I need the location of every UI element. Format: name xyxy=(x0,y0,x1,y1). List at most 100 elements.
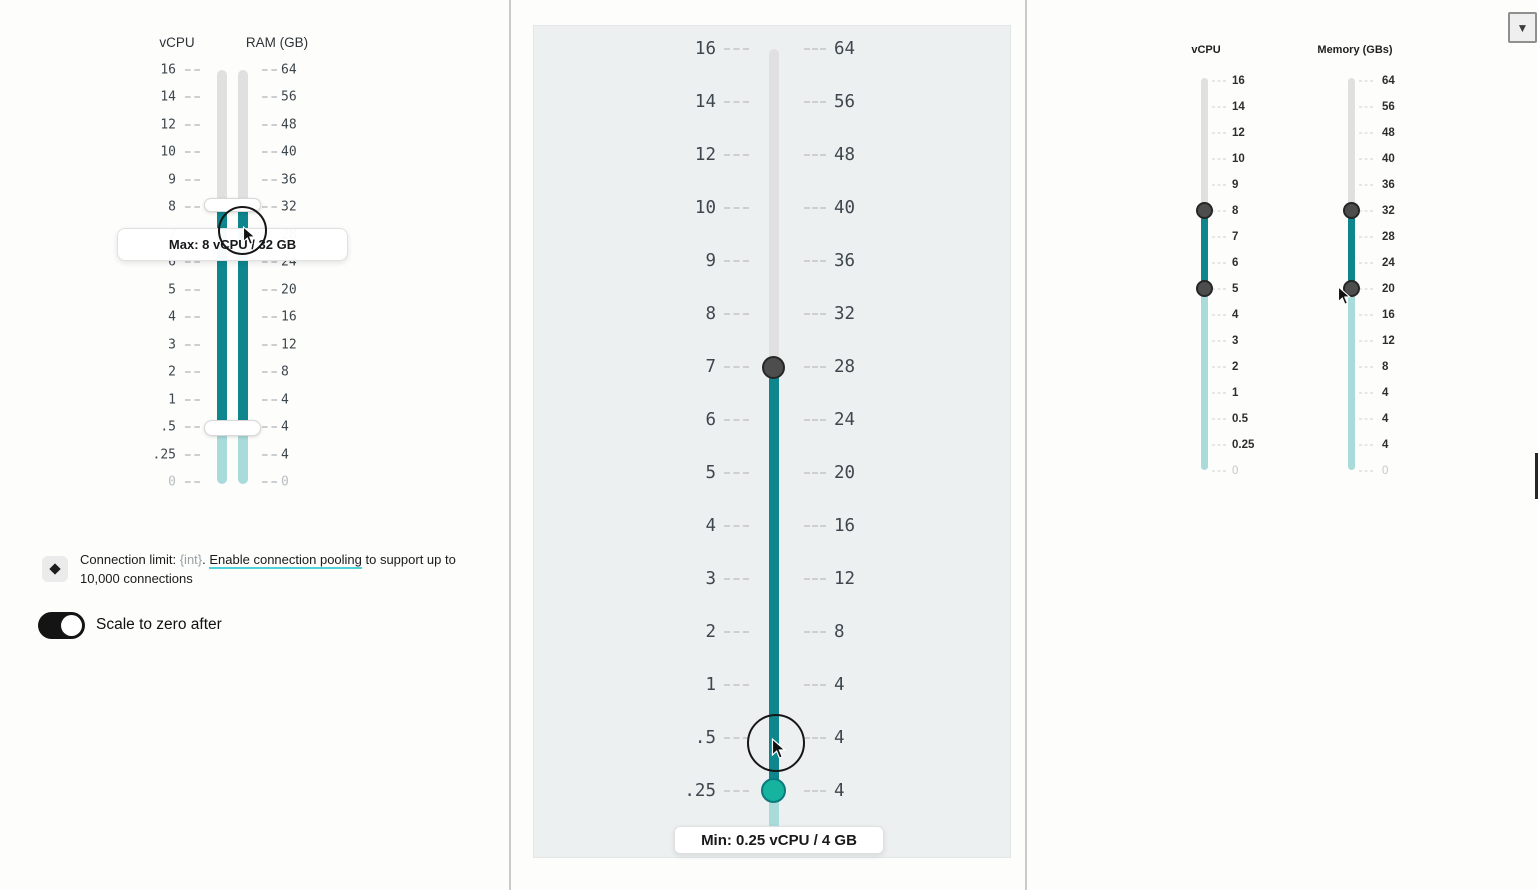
tick-dash xyxy=(1212,288,1226,290)
tick-dash xyxy=(185,151,200,154)
slider-track-lower[interactable] xyxy=(769,791,779,833)
tick-row: 4 16 xyxy=(0,304,510,332)
ram-tick-label: 64 xyxy=(834,38,856,59)
vcpu-tick-label: 12 xyxy=(694,144,716,165)
max-compute-handle[interactable] xyxy=(762,356,785,379)
panel-divider xyxy=(509,0,511,890)
tick-row: 9 36 xyxy=(0,166,510,194)
vcpu-slider-track-upper[interactable] xyxy=(1201,78,1208,211)
vcpu-min-handle[interactable] xyxy=(1196,280,1213,297)
vcpu-max-handle[interactable] xyxy=(1196,202,1213,219)
tick-dash xyxy=(804,524,826,527)
toggle-knob xyxy=(61,615,82,636)
tick-dash xyxy=(262,206,277,209)
tick-dash xyxy=(724,630,749,633)
tick-scale: 16 64 14 56 12 48 10 xyxy=(534,22,1012,817)
tick-dash xyxy=(262,453,277,456)
tick-dash xyxy=(1359,444,1373,446)
ram-tick-label: 8 xyxy=(834,621,845,642)
scale-to-zero-toggle[interactable] xyxy=(38,612,85,639)
ram-tick-label: 16 xyxy=(834,515,856,536)
slider-track-upper[interactable] xyxy=(769,49,779,367)
tick-row: 12 48 xyxy=(534,128,1012,181)
memory-tick-label: 48 xyxy=(1382,127,1395,139)
memory-slider-track-selected[interactable] xyxy=(1348,211,1355,289)
tick-dash xyxy=(1359,106,1373,108)
vcpu-tick-label: 9 xyxy=(705,250,716,271)
tick-dash xyxy=(185,206,200,209)
tick-row: 14 56 xyxy=(534,75,1012,128)
vcpu-slider-track-selected[interactable] xyxy=(1201,211,1208,289)
memory-slider-track-upper[interactable] xyxy=(1348,78,1355,211)
tick-dash xyxy=(804,418,826,421)
tick-dash xyxy=(724,312,749,315)
tick-dash xyxy=(804,577,826,580)
triangle-down-icon: ▼ xyxy=(1516,20,1529,35)
vcpu-tick-label: 3 xyxy=(705,568,716,589)
vcpu-slider-track-selected[interactable] xyxy=(217,207,227,427)
memory-tick-label: 8 xyxy=(1382,361,1389,373)
tick-row: 14 56 xyxy=(1026,94,1538,120)
tick-dash xyxy=(724,418,749,421)
tick-row: 6 24 xyxy=(1026,250,1538,276)
vcpu-tick-label: 2 xyxy=(168,364,176,380)
ram-slider-track-lower[interactable] xyxy=(238,427,248,484)
ram-column-header: RAM (GB) xyxy=(245,35,309,50)
vcpu-tick-label: 0.25 xyxy=(1232,439,1255,451)
memory-tick-label: 4 xyxy=(1382,439,1389,451)
tick-dash xyxy=(185,371,200,374)
tick-dash xyxy=(1359,314,1373,316)
tick-row: 0.5 4 xyxy=(1026,406,1538,432)
ram-slider-track-upper[interactable] xyxy=(238,70,248,207)
ram-tick-label: 48 xyxy=(834,144,856,165)
vcpu-tick-label: 16 xyxy=(694,38,716,59)
memory-max-handle[interactable] xyxy=(1343,202,1360,219)
memory-min-handle[interactable] xyxy=(1343,280,1360,297)
ram-tick-label: 8 xyxy=(281,364,289,380)
vcpu-tick-label: 6 xyxy=(168,254,176,270)
ram-slider-track-selected[interactable] xyxy=(238,207,248,427)
vcpu-slider-track-lower[interactable] xyxy=(1201,289,1208,470)
tick-dash xyxy=(1212,236,1226,238)
vcpu-slider-track-upper[interactable] xyxy=(217,70,227,207)
tick-dash xyxy=(1212,106,1226,108)
tick-dash xyxy=(804,259,826,262)
vcpu-slider-track-lower[interactable] xyxy=(217,427,227,484)
tick-row: 7 28 xyxy=(1026,224,1538,250)
vcpu-tick-label: 6 xyxy=(705,409,716,430)
vcpu-tick-label: 5 xyxy=(168,282,176,298)
tick-dash xyxy=(1359,236,1373,238)
min-compute-handle[interactable] xyxy=(204,420,261,436)
cursor-halo xyxy=(747,714,805,772)
vcpu-tick-label: 8 xyxy=(168,199,176,215)
memory-tick-label: 16 xyxy=(1382,309,1395,321)
tick-dash xyxy=(185,96,200,99)
tick-dash xyxy=(185,123,200,126)
tick-dash xyxy=(185,343,200,346)
slider-track-selected[interactable] xyxy=(769,367,779,791)
tick-dash xyxy=(724,471,749,474)
mouse-cursor-icon xyxy=(771,738,786,759)
tick-dash xyxy=(185,178,200,181)
tick-row: 4 16 xyxy=(534,499,1012,552)
ram-tick-label: 64 xyxy=(281,62,297,78)
min-compute-handle[interactable] xyxy=(761,778,786,803)
tick-dash xyxy=(262,481,277,484)
memory-slider-track-lower[interactable] xyxy=(1348,289,1355,470)
tick-dash xyxy=(185,426,200,429)
enable-connection-pooling-link[interactable]: Enable connection pooling xyxy=(209,552,362,569)
vcpu-tick-label: 12 xyxy=(160,117,176,133)
tick-dash xyxy=(185,288,200,291)
tick-row: 9 36 xyxy=(1026,172,1538,198)
vcpu-tick-label: 0 xyxy=(168,474,176,490)
collapse-panel-button[interactable]: ▼ xyxy=(1508,12,1537,43)
connection-limit-value: {int} xyxy=(179,552,203,567)
vcpu-tick-label: 8 xyxy=(1232,205,1239,217)
vcpu-tick-label: 3 xyxy=(168,337,176,353)
tick-row: 8 32 xyxy=(0,194,510,222)
tick-row: 5 20 xyxy=(534,446,1012,499)
vcpu-tick-label: 4 xyxy=(168,309,176,325)
memory-column-header: Memory (GBs) xyxy=(1317,44,1393,56)
tick-dash xyxy=(1212,340,1226,342)
scrollbar-thumb[interactable] xyxy=(1535,453,1538,499)
